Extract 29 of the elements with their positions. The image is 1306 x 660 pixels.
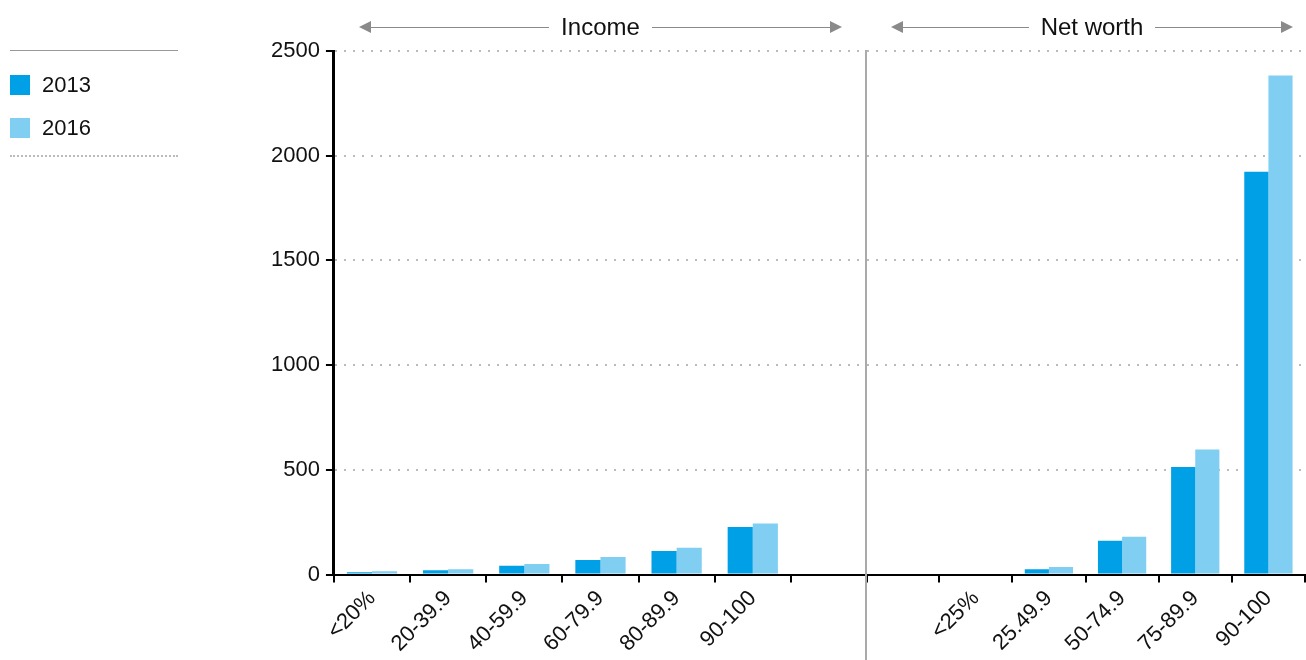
bar <box>524 564 550 574</box>
y-tick-label: 1500 <box>270 246 320 272</box>
y-tick-label: 2500 <box>270 37 320 63</box>
legend-label: 2016 <box>42 114 91 141</box>
chart-title: Net worth <box>1039 13 1145 41</box>
bar <box>1024 569 1049 574</box>
bar <box>499 565 525 574</box>
bar <box>423 570 449 574</box>
bar <box>1122 536 1147 574</box>
bar <box>676 547 702 574</box>
bar <box>372 571 398 574</box>
bar <box>448 569 474 574</box>
bar <box>1244 171 1269 574</box>
bar <box>1268 75 1293 574</box>
bar <box>575 559 601 574</box>
y-tick-label: 1000 <box>270 351 320 377</box>
bar <box>1048 567 1074 574</box>
y-tick-label: 2000 <box>270 141 320 167</box>
bar <box>727 527 753 574</box>
bar <box>1195 449 1220 574</box>
y-tick-label: 500 <box>283 455 320 481</box>
legend-label: 2013 <box>42 71 91 98</box>
bar <box>752 523 778 574</box>
bar <box>600 556 626 574</box>
bar <box>651 550 677 574</box>
chart-title: Income <box>560 13 641 41</box>
bar <box>1097 540 1123 574</box>
bar <box>1171 466 1196 574</box>
y-tick-label: 0 <box>307 560 320 586</box>
